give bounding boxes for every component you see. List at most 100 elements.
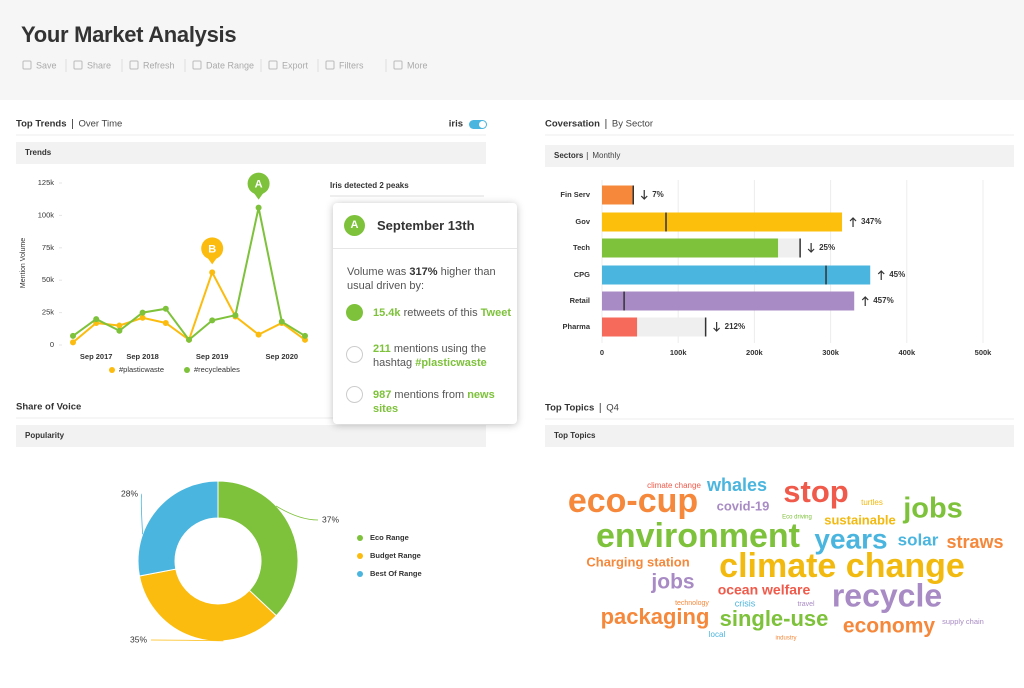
peak-tooltip: A September 13th Volume was 317% higher …	[333, 203, 517, 424]
toolbar-button[interactable]: More	[407, 60, 428, 70]
bar[interactable]	[602, 317, 638, 337]
toolbar-icon	[129, 60, 139, 70]
toolbar-button[interactable]: Date Range	[206, 60, 254, 70]
category-label: Tech	[573, 243, 590, 252]
tooltip-title: September 13th	[377, 218, 475, 233]
toolbar-button[interactable]: Share	[87, 60, 111, 70]
tooltip-item: 987 mentions from news sites	[373, 388, 515, 416]
change-label: 7%	[652, 190, 664, 199]
x-tick-label: 300k	[822, 348, 840, 357]
toolbar-icon	[22, 60, 32, 70]
data-point	[139, 309, 146, 316]
change-arrow	[640, 190, 648, 200]
item-link[interactable]: news sites	[373, 389, 495, 415]
change-label: 457%	[873, 296, 893, 305]
topic-word[interactable]: whales	[706, 475, 767, 495]
section-subtitle: Monthly	[592, 151, 620, 160]
toggle-knob	[479, 121, 486, 128]
legend-label: #plasticwaste	[119, 365, 164, 374]
topic-word[interactable]: crisis	[735, 598, 756, 608]
change-arrow	[877, 270, 885, 280]
hashtag-icon	[346, 346, 363, 363]
topic-word[interactable]: turtles	[861, 498, 883, 507]
badge-pointer	[207, 257, 218, 265]
topic-word[interactable]: climate change	[647, 481, 701, 490]
item-link[interactable]: #plasticwaste	[415, 357, 487, 369]
section-title: Popularity	[25, 431, 65, 440]
toolbar-button[interactable]: Refresh	[143, 60, 175, 70]
topic-word[interactable]: Eco driving	[782, 515, 812, 521]
category-label: Fin Serv	[560, 190, 590, 199]
donut-slice[interactable]	[138, 568, 278, 642]
section-title: Trends	[25, 148, 52, 157]
x-tick-label: 400k	[898, 348, 916, 357]
category-label: Retail	[570, 296, 590, 305]
peak-badge[interactable]	[247, 172, 270, 195]
bar[interactable]	[602, 185, 634, 205]
topic-word[interactable]: technology	[675, 600, 709, 607]
legend-marker	[357, 571, 363, 577]
topic-word[interactable]: eco-cup	[568, 482, 698, 520]
topic-word[interactable]: jobs	[902, 493, 963, 525]
toolbar-button[interactable]: Save	[36, 60, 57, 70]
x-tick-label: 0	[600, 348, 604, 357]
peak-badge[interactable]	[201, 237, 224, 260]
legend-label: Eco Range	[370, 533, 409, 542]
peaks-note: Iris detected 2 peaks	[330, 181, 409, 190]
topic-word[interactable]: environment	[596, 517, 800, 555]
change-label: 45%	[889, 270, 905, 279]
topic-word[interactable]: years	[814, 523, 887, 554]
topic-word[interactable]: climate change	[719, 547, 965, 585]
topic-word[interactable]: supply chain	[942, 617, 984, 626]
slice-label: 37%	[322, 514, 339, 524]
data-point	[232, 312, 239, 319]
data-point	[209, 269, 216, 276]
topic-word[interactable]: straws	[946, 532, 1003, 552]
bar[interactable]	[602, 238, 779, 258]
item-link[interactable]: Tweet	[480, 307, 511, 319]
bar[interactable]	[602, 212, 843, 232]
donut-slice[interactable]	[137, 480, 219, 577]
toolbar-button[interactable]: Export	[282, 60, 309, 70]
toolbar-icon	[73, 60, 83, 70]
topic-word[interactable]: sustainable	[824, 512, 896, 527]
leader-line	[275, 505, 319, 521]
item-text: retweets of this	[403, 307, 478, 319]
page-title: Your Market Analysis	[21, 22, 237, 47]
text: higher than usual driven by:	[347, 266, 496, 292]
topic-word[interactable]: packaging	[601, 604, 710, 629]
data-point	[255, 204, 262, 211]
bar[interactable]	[602, 291, 855, 311]
tooltip-item: 211 mentions using the hashtag #plasticw…	[373, 342, 515, 370]
topic-word[interactable]: ocean welfare	[718, 582, 811, 598]
legend-label: Best Of Range	[370, 569, 422, 578]
series-line	[72, 207, 306, 342]
topic-word[interactable]: industry	[775, 636, 796, 642]
topic-word[interactable]: recycle	[832, 577, 942, 613]
topic-word[interactable]: local	[709, 630, 726, 639]
data-point	[162, 305, 169, 312]
item-value: 15.4k	[373, 307, 401, 319]
legend-marker	[357, 535, 363, 541]
topic-word[interactable]: Charging station	[586, 554, 689, 569]
bar[interactable]	[602, 265, 871, 285]
toolbar-button[interactable]: Filters	[339, 60, 364, 70]
data-point	[302, 332, 308, 339]
x-tick-label: Sep 2019	[196, 352, 229, 361]
topic-word[interactable]: travel	[797, 601, 815, 608]
topic-word[interactable]: stop	[783, 474, 848, 509]
tooltip-item: 15.4k retweets of this Tweet	[373, 306, 515, 320]
topic-word[interactable]: economy	[843, 615, 936, 638]
y-tick-label: 25k	[42, 308, 54, 317]
x-tick-label: Sep 2017	[80, 352, 113, 361]
topic-word[interactable]: single-use	[720, 606, 829, 631]
header: Your Market Analysis	[0, 0, 1024, 100]
topic-word[interactable]: jobs	[650, 571, 694, 594]
topic-word[interactable]: covid-19	[717, 498, 770, 513]
donut-slice[interactable]	[217, 480, 299, 617]
section-title: Top Topics	[554, 431, 596, 440]
panel-subtitle: Over Time	[79, 119, 123, 130]
topic-word[interactable]: solar	[898, 530, 939, 549]
toggle-label: iris	[449, 119, 463, 130]
